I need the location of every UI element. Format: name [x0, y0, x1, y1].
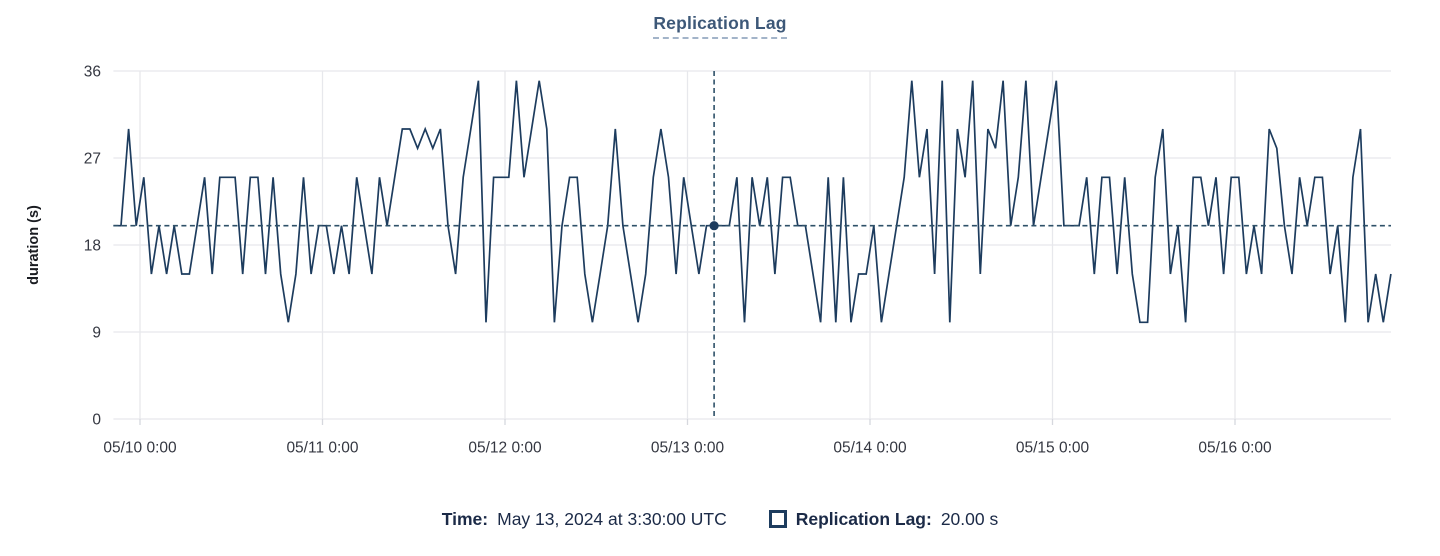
- readout-time-value: May 13, 2024 at 3:30:00 UTC: [497, 509, 727, 529]
- x-tick-label: 05/11 0:00: [286, 440, 358, 457]
- readout-series-label: Replication Lag:: [795, 509, 932, 529]
- highlight-dot[interactable]: [709, 221, 719, 231]
- y-tick-label: 18: [84, 238, 101, 255]
- series-line: [113, 80, 1392, 324]
- y-tick-label: 0: [92, 412, 101, 429]
- replication-lag-chart[interactable]: 0 9 18 27 36 05/10 0:00 05/11 0:00 05/12 0:00 05…: [0, 0, 1440, 478]
- series-swatch-icon: [768, 510, 787, 528]
- crosshair-readout: Time: May 13, 2024 at 3:30:00 UTC Replic…: [0, 506, 1440, 532]
- chart-header: Replication Lag: [0, 13, 1440, 39]
- readout-series-value: 20.00 s: [940, 509, 999, 529]
- y-tick-label: 36: [84, 64, 101, 81]
- y-tick-label: 27: [84, 151, 101, 168]
- x-tick-label: 05/12 0:00: [468, 440, 542, 457]
- x-tick-label: 05/16 0:00: [1198, 440, 1272, 457]
- readout-time-label: Time:: [441, 509, 489, 529]
- chart-title[interactable]: Replication Lag: [653, 13, 787, 39]
- y-axis-title: duration (s): [26, 205, 42, 285]
- x-tick-label: 05/10 0:00: [103, 440, 177, 457]
- y-tick-label: 9: [92, 325, 101, 342]
- x-tick-label: 05/14 0:00: [833, 440, 907, 457]
- x-tick-label: 05/15 0:00: [1016, 440, 1090, 457]
- x-tick-label: 05/13 0:00: [651, 440, 725, 457]
